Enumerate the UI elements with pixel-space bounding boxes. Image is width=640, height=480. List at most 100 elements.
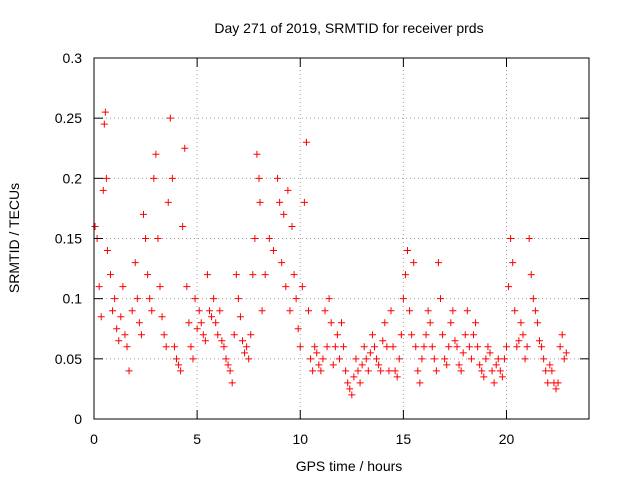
data-point	[276, 198, 284, 206]
data-point	[401, 271, 409, 279]
data-point	[327, 319, 335, 327]
data-point	[470, 331, 477, 339]
data-point	[352, 355, 360, 363]
data-point	[478, 367, 486, 375]
data-point	[292, 295, 300, 303]
data-point	[107, 271, 114, 279]
data-point	[331, 343, 339, 351]
data-point	[346, 385, 354, 393]
data-point	[484, 343, 492, 351]
data-point	[486, 349, 494, 357]
data-point	[430, 355, 438, 363]
data-point	[255, 174, 263, 182]
data-point	[544, 379, 552, 387]
data-point	[527, 271, 535, 279]
data-point	[364, 367, 372, 375]
data-point	[329, 361, 337, 369]
data-point	[523, 343, 531, 351]
data-point	[128, 307, 136, 315]
data-point	[269, 247, 277, 255]
data-point	[286, 307, 294, 315]
data-point	[317, 367, 325, 375]
data-point	[515, 337, 523, 345]
data-point	[325, 295, 333, 303]
data-point	[375, 361, 383, 369]
data-point	[284, 186, 292, 194]
data-point	[201, 337, 209, 345]
data-point	[366, 349, 374, 357]
data-point	[342, 367, 350, 375]
data-point	[356, 379, 364, 387]
data-point	[315, 361, 323, 369]
data-point	[125, 367, 133, 375]
data-point	[437, 295, 444, 303]
data-point	[210, 295, 218, 303]
data-point	[274, 174, 282, 182]
data-point	[298, 283, 306, 291]
data-point	[505, 283, 513, 291]
data-point	[109, 307, 117, 315]
data-point	[558, 331, 566, 339]
data-point	[228, 379, 236, 387]
data-point	[258, 307, 266, 315]
data-point	[216, 307, 224, 315]
data-point	[191, 295, 199, 303]
data-point	[185, 319, 193, 327]
data-point	[199, 331, 207, 339]
data-point	[556, 343, 564, 351]
data-point	[121, 331, 129, 339]
data-point	[140, 210, 147, 218]
data-point	[102, 174, 110, 182]
data-point	[424, 307, 432, 315]
data-point	[420, 343, 428, 351]
data-point	[183, 283, 191, 291]
data-point	[333, 331, 341, 339]
data-point	[509, 259, 517, 267]
data-point	[115, 337, 123, 345]
data-point	[150, 174, 158, 182]
data-point	[350, 373, 358, 381]
data-point	[488, 367, 496, 375]
data-point	[482, 355, 490, 363]
data-point	[313, 349, 321, 357]
data-point	[451, 337, 459, 345]
data-point	[511, 307, 519, 315]
data-point	[338, 319, 345, 327]
data-point	[480, 373, 488, 381]
data-point	[261, 271, 269, 279]
data-point	[99, 186, 107, 194]
data-point	[280, 210, 288, 218]
data-point	[445, 343, 453, 351]
data-point	[562, 349, 570, 357]
x-tick-label: 0	[90, 431, 98, 447]
data-point	[472, 319, 480, 327]
data-point	[113, 325, 121, 333]
data-point	[156, 283, 164, 291]
data-point	[294, 325, 302, 333]
data-point	[441, 355, 449, 363]
data-point	[97, 313, 105, 321]
data-point	[212, 319, 220, 327]
data-point	[344, 379, 352, 387]
y-tick-label: 0.25	[55, 110, 82, 126]
data-point	[513, 343, 521, 351]
x-axis-label: GPS time / hours	[296, 458, 403, 474]
data-point	[117, 313, 125, 321]
y-tick-label: 0.05	[55, 351, 82, 367]
data-point	[135, 319, 143, 327]
y-tick-label: 0.15	[55, 231, 82, 247]
data-point	[282, 283, 290, 291]
data-point	[496, 367, 504, 375]
data-point	[95, 283, 103, 291]
data-point	[393, 373, 401, 381]
data-point	[368, 331, 376, 339]
data-point	[432, 367, 440, 375]
data-point	[224, 361, 232, 369]
data-point	[492, 361, 500, 369]
data-point	[189, 355, 197, 363]
data-point	[494, 355, 502, 363]
data-point	[395, 355, 403, 363]
data-point	[265, 235, 273, 242]
data-point	[119, 283, 127, 291]
